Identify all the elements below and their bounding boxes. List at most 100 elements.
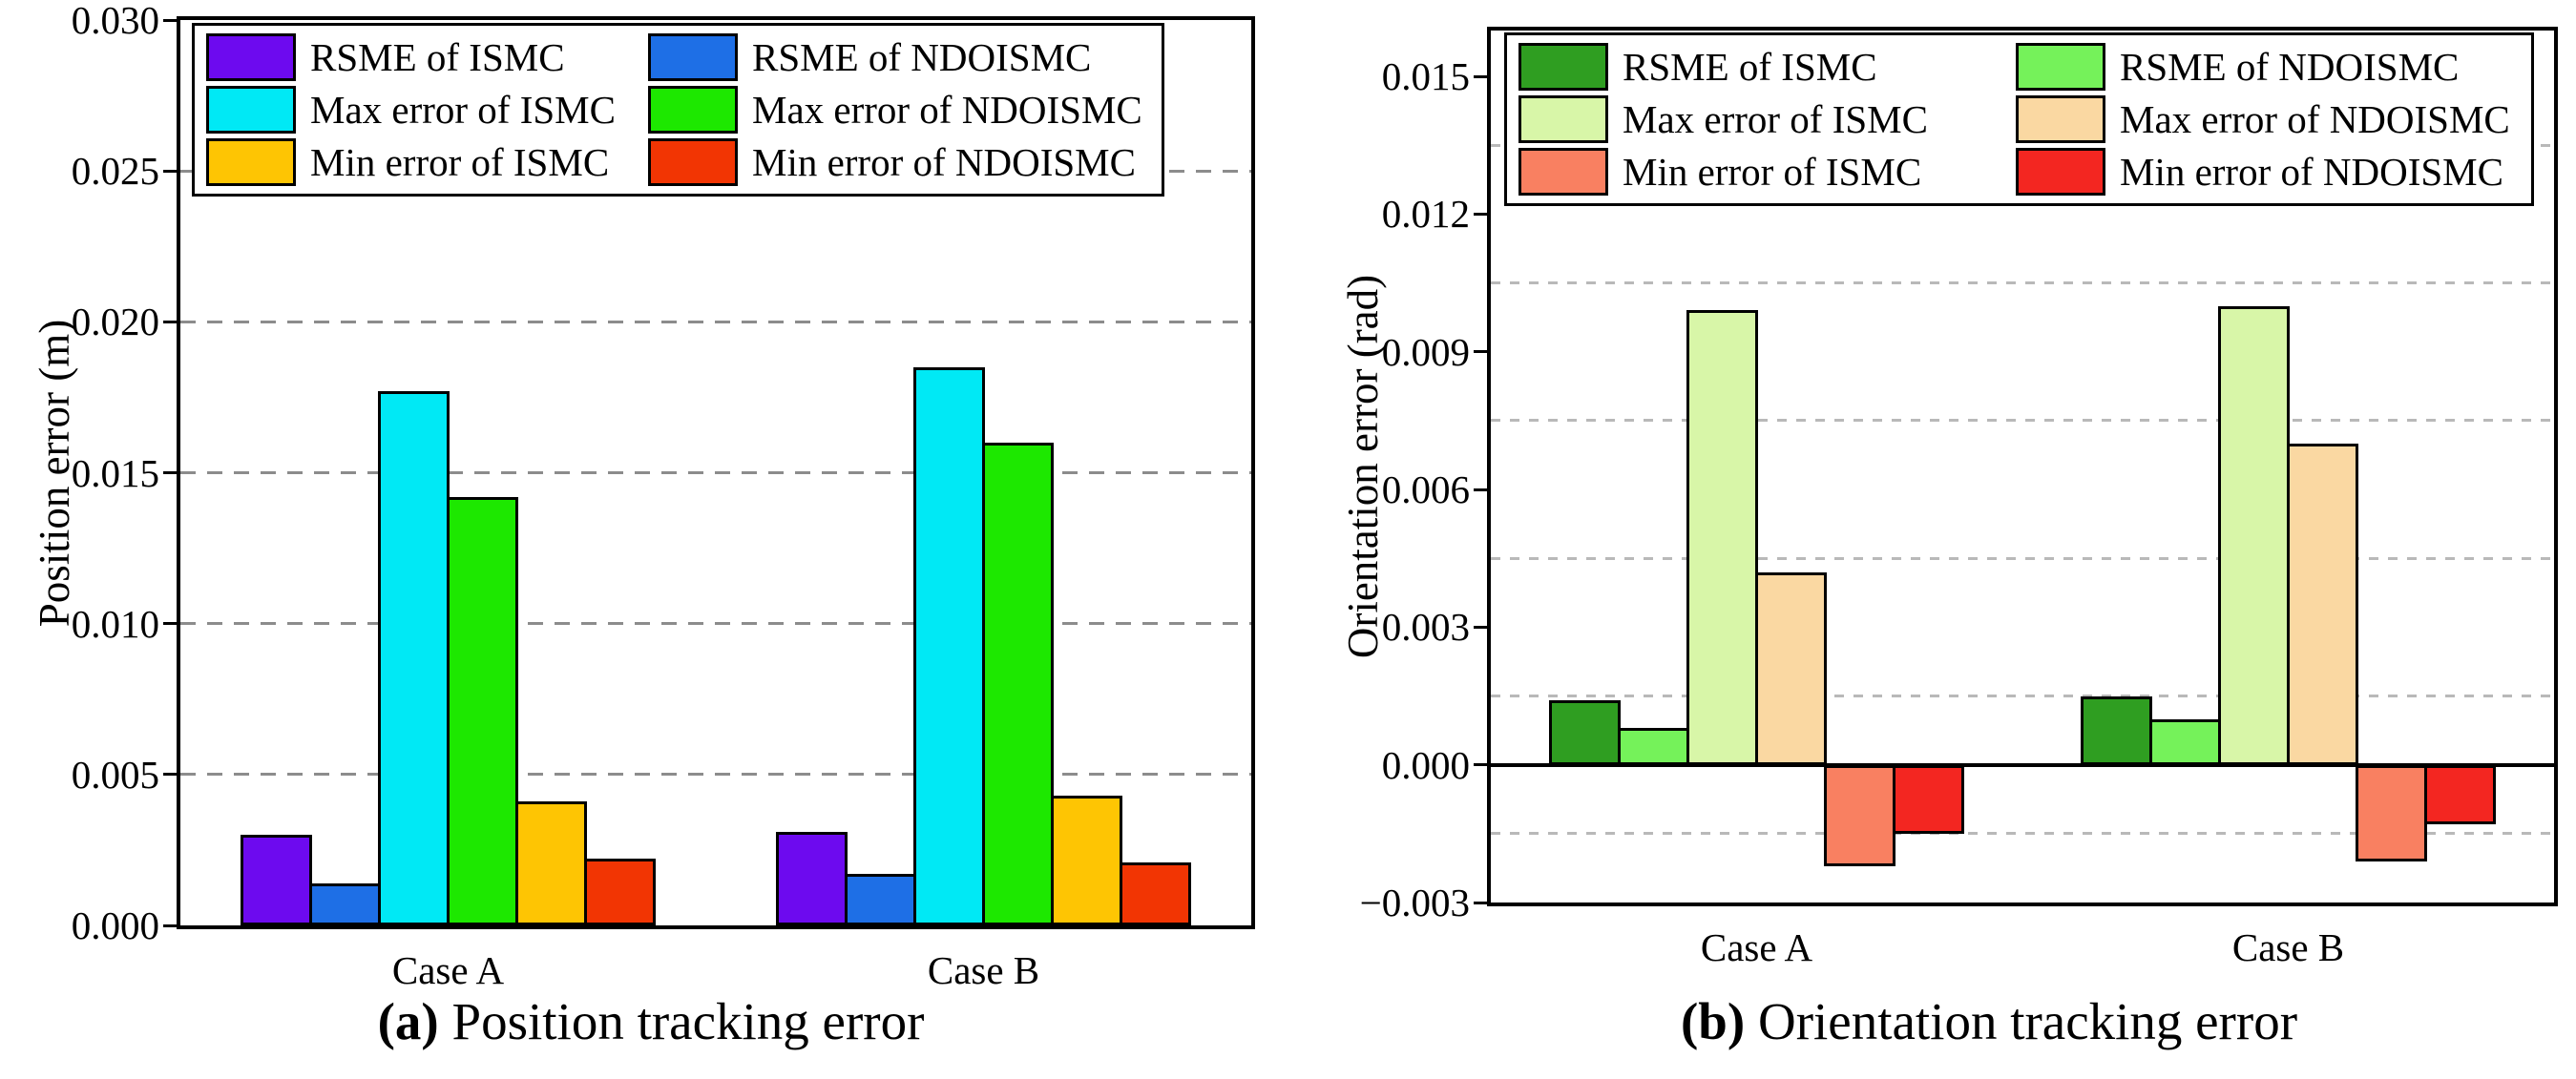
y-tick-mark	[163, 923, 177, 927]
legend-entry-label: Min error of NDOISMC	[2119, 150, 2503, 194]
caption-b: (b) Orientation tracking error	[1681, 992, 2297, 1051]
y-tick-label: 0.025	[71, 149, 159, 194]
bar-min-error-of-ndoismc-case-a	[584, 859, 656, 925]
legend-item: Max error of NDOISMC	[2015, 95, 2510, 143]
caption-a-text: Position tracking error	[438, 992, 925, 1050]
gridline	[180, 320, 1251, 323]
legend-entry-label: RSME of NDOISMC	[2119, 45, 2460, 89]
legend-item: Min error of ISMC	[1518, 148, 1928, 196]
y-tick-mark	[1474, 763, 1487, 767]
y-tick-label: 0.000	[71, 903, 159, 947]
gridline	[1491, 281, 2554, 285]
legend-swatch	[1518, 95, 1608, 143]
legend-entry-label: Min error of ISMC	[310, 140, 610, 184]
gridline	[180, 622, 1251, 626]
bar-rsme-of-ismc-case-b	[2081, 695, 2152, 765]
y-tick-mark	[163, 471, 177, 474]
bar-max-error-of-ismc-case-a	[378, 391, 450, 925]
gridline	[1491, 695, 2554, 698]
bar-min-error-of-ndoismc-case-a	[1893, 764, 1964, 834]
bar-min-error-of-ismc-case-a	[515, 801, 587, 925]
gridline	[1491, 832, 2554, 836]
bar-max-error-of-ndoismc-case-b	[982, 442, 1054, 925]
legend-item: RSME of NDOISMC	[647, 33, 1142, 81]
legend-swatch	[647, 86, 738, 134]
y-axis-title: Orientation error (rad)	[1339, 274, 1387, 659]
y-tick-label: 0.005	[71, 752, 159, 797]
gridline	[1491, 419, 2554, 423]
y-tick-label: 0.015	[1381, 54, 1470, 99]
y-tick-label: 0.000	[1381, 742, 1470, 787]
bar-max-error-of-ismc-case-b	[2218, 305, 2290, 765]
legend-entry-label: Max error of NDOISMC	[2119, 97, 2510, 141]
legend-swatch	[2015, 148, 2105, 196]
legend-item: Min error of NDOISMC	[647, 138, 1142, 186]
legend-item: RSME of NDOISMC	[2015, 43, 2510, 91]
gridline	[180, 773, 1251, 777]
y-tick-mark	[1474, 74, 1487, 78]
y-tick-label: 0.010	[71, 601, 159, 646]
bar-rsme-of-ndoismc-case-a	[1618, 728, 1689, 765]
y-tick-label: −0.003	[1359, 881, 1470, 924]
legend-entry-label: RSME of ISMC	[1623, 45, 1877, 89]
bar-rsme-of-ismc-case-b	[776, 831, 848, 925]
y-tick-mark	[1474, 488, 1487, 491]
legend-swatch	[206, 86, 296, 134]
y-tick-label: 0.009	[1381, 329, 1470, 374]
plot-area-a: RSME of ISMC RSME of NDOISMC Max error of …	[177, 16, 1255, 929]
legend-swatch	[206, 138, 296, 186]
bar-max-error-of-ismc-case-a	[1686, 310, 1758, 765]
y-tick-mark	[163, 169, 177, 173]
legend-item: Max error of NDOISMC	[647, 86, 1142, 134]
bar-max-error-of-ndoismc-case-a	[447, 496, 518, 925]
y-tick-label: 0.020	[71, 300, 159, 344]
y-tick-label: 0.003	[1381, 605, 1470, 650]
x-category-label: Case A	[1700, 925, 1813, 969]
caption-a-label: (a)	[377, 992, 439, 1050]
y-tick-label: 0.006	[1381, 467, 1470, 512]
legend-item: RSME of ISMC	[206, 33, 616, 81]
y-tick-mark	[163, 320, 177, 323]
bar-max-error-of-ndoismc-case-a	[1755, 571, 1827, 765]
gridline	[1491, 556, 2554, 560]
y-tick-mark	[163, 773, 177, 777]
gridline	[1491, 143, 2554, 147]
bar-max-error-of-ismc-case-b	[913, 366, 985, 925]
legend-swatch	[647, 138, 738, 186]
legend-entry-label: Min error of NDOISMC	[751, 140, 1136, 184]
y-tick-label: 0.012	[1381, 192, 1470, 237]
zero-axis-line	[1491, 762, 2554, 767]
legend: RSME of ISMC RSME of NDOISMC Max error of …	[1504, 32, 2534, 206]
y-tick-mark	[163, 18, 177, 22]
x-category-label: Case A	[391, 948, 505, 992]
y-tick-label: 0.030	[71, 0, 159, 42]
plot-area-b: RSME of ISMC RSME of NDOISMC Max error of …	[1487, 27, 2558, 906]
legend-entry-label: Max error of ISMC	[310, 88, 616, 132]
x-category-label: Case B	[2231, 925, 2345, 969]
legend-entry-label: Max error of ISMC	[1623, 97, 1928, 141]
y-tick-mark	[1474, 350, 1487, 354]
caption-b-text: Orientation tracking error	[1745, 992, 2298, 1050]
y-tick-label: 0.015	[71, 450, 159, 495]
y-tick-mark	[1474, 901, 1487, 904]
y-axis-title: Position error (m)	[31, 319, 78, 627]
bar-rsme-of-ismc-case-a	[241, 835, 312, 925]
x-category-label: Case B	[927, 948, 1040, 992]
gridline	[180, 169, 1251, 173]
bar-min-error-of-ndoismc-case-b	[1120, 861, 1191, 925]
gridline	[180, 471, 1251, 474]
bar-min-error-of-ismc-case-b	[1051, 795, 1122, 925]
legend-item: Max error of ISMC	[206, 86, 616, 134]
legend-swatch	[647, 33, 738, 81]
bar-min-error-of-ismc-case-b	[2356, 764, 2427, 861]
caption-a: (a) Position tracking error	[378, 992, 925, 1051]
bar-rsme-of-ndoismc-case-b	[845, 874, 916, 925]
y-tick-mark	[1474, 625, 1487, 629]
y-tick-mark	[163, 622, 177, 626]
bar-rsme-of-ndoismc-case-a	[309, 882, 381, 925]
bar-rsme-of-ismc-case-a	[1549, 700, 1621, 765]
legend-swatch	[1518, 43, 1608, 91]
